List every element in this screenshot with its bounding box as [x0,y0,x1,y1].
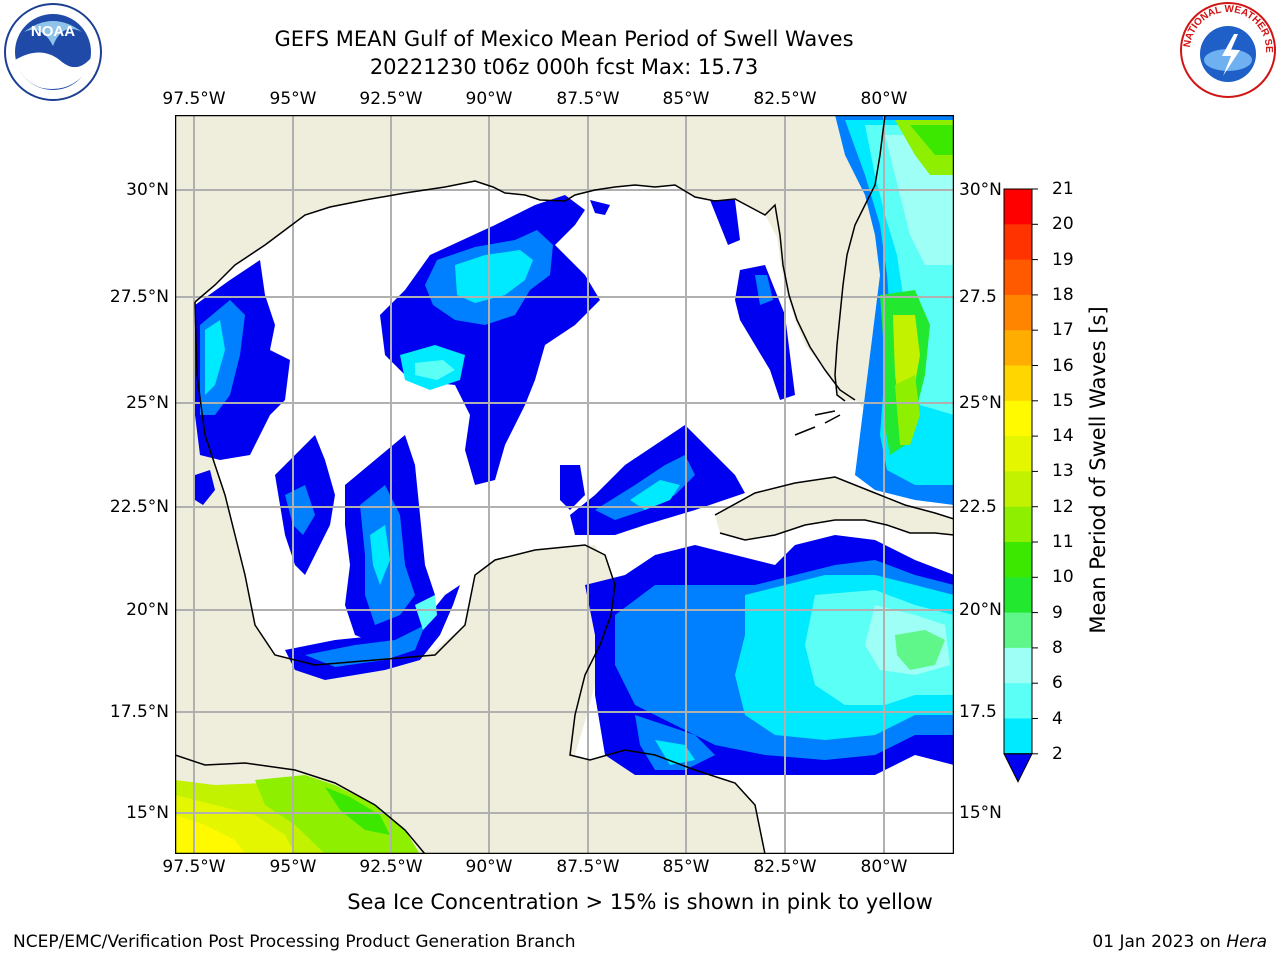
map-subtitle: 20221230 t06z 000h fcst Max: 15.73 [369,55,759,79]
colorbar-segment [1004,330,1032,366]
colorbar-tick-label: 8 [1052,637,1063,658]
lat-label-right: 30°N [959,180,1002,200]
colorbar-tick-label: 20 [1052,214,1074,235]
colorbar-segment [1004,224,1032,261]
lat-label-right: 22.5 [959,497,997,517]
map-panel [175,115,954,854]
lat-label-left: 25°N [126,393,169,413]
colorbar-tick-label: 13 [1052,461,1074,482]
lon-label-top: 92.5°W [359,89,423,109]
colorbar-segment [1004,259,1032,296]
noaa-logo: NOAA [4,3,102,101]
noaa-logo-text: NOAA [31,23,75,40]
colorbar-extend-arrow [1003,753,1033,783]
florida-land [770,115,885,401]
lon-label-top: 95°W [269,89,317,109]
lat-label-right: 17.5 [959,702,997,722]
colorbar-tick-label: 21 [1052,179,1074,199]
lat-label-right: 15°N [959,803,1002,823]
colorbar-tick-label: 14 [1052,426,1074,447]
nws-logo: NATIONAL WEATHER SERVICE [1178,0,1276,98]
lon-label-top: 87.5°W [556,89,620,109]
lon-label-bottom: 82.5°W [753,857,817,877]
lat-label-right: 27.5 [959,287,997,307]
colorbar-segment [1004,577,1032,614]
colorbar-tick-label: 2 [1052,743,1063,764]
colorbar-title: Mean Period of Swell Waves [s] [1086,306,1110,634]
lat-label-right: 20°N [959,600,1002,620]
colorbar-tick-label: 4 [1052,708,1063,729]
colorbar-segment [1004,612,1032,649]
lon-label-bottom: 97.5°W [162,857,226,877]
footer-credit: NCEP/EMC/Verification Post Processing Pr… [13,932,576,952]
colorbar-segment [1004,471,1032,508]
lat-label-left: 15°N [126,803,169,823]
lat-label-left: 22.5°N [109,497,169,517]
colorbar-segment [1004,718,1032,755]
colorbar-segment [1004,436,1032,472]
colorbar-tick-label: 16 [1052,355,1074,376]
colorbar-segment [1004,189,1032,225]
colorbar-tick-label: 19 [1052,249,1074,270]
lon-label-bottom: 95°W [269,857,317,877]
colorbar-tick-label: 15 [1052,390,1074,411]
colorbar-segment [1004,542,1032,578]
colorbar-tick-label: 9 [1052,602,1063,623]
lon-label-bottom: 92.5°W [359,857,423,877]
colorbar [1003,188,1038,783]
colorbar-tick-label: 12 [1052,496,1074,517]
sea-ice-note: Sea Ice Concentration > 15% is shown in … [347,890,933,914]
colorbar-tick-label: 6 [1052,673,1063,694]
colorbar-segment [1004,365,1032,402]
grid-lines [175,115,954,854]
lon-label-bottom: 87.5°W [556,857,620,877]
lon-label-bottom: 85°W [662,857,710,877]
colorbar-segment [1004,647,1032,684]
lon-label-bottom: 80°W [860,857,908,877]
lon-label-top: 82.5°W [753,89,817,109]
lon-label-top: 97.5°W [162,89,226,109]
colorbar-tick-label: 18 [1052,284,1074,305]
footer-on: on [1199,932,1221,952]
colorbar-tick-label: 11 [1052,532,1074,552]
footer-machine: Hera [1226,932,1267,952]
colorbar-segment [1004,683,1032,719]
lat-label-left: 17.5°N [109,702,169,722]
lat-label-left: 20°N [126,600,169,620]
lat-label-left: 30°N [126,180,169,200]
colorbar-segment [1004,506,1032,543]
colorbar-segment [1004,400,1032,437]
lat-label-left: 27.5°N [109,287,169,307]
lon-label-top: 80°W [860,89,908,109]
colorbar-segment [1004,294,1032,331]
lon-label-top: 85°W [662,89,710,109]
lon-label-bottom: 90°W [465,857,513,877]
footer-date: 01 Jan 2023 [1092,932,1195,952]
map-title: GEFS MEAN Gulf of Mexico Mean Period of … [274,27,854,51]
lat-label-right: 25°N [959,393,1002,413]
lon-label-top: 90°W [465,89,513,109]
colorbar-tick-label: 10 [1052,567,1074,588]
coastlines [175,115,954,854]
footer-date-line: 01 Jan 2023 on Hera [1092,932,1267,952]
cuba-land [715,477,954,540]
colorbar-tick-label: 17 [1052,320,1074,341]
